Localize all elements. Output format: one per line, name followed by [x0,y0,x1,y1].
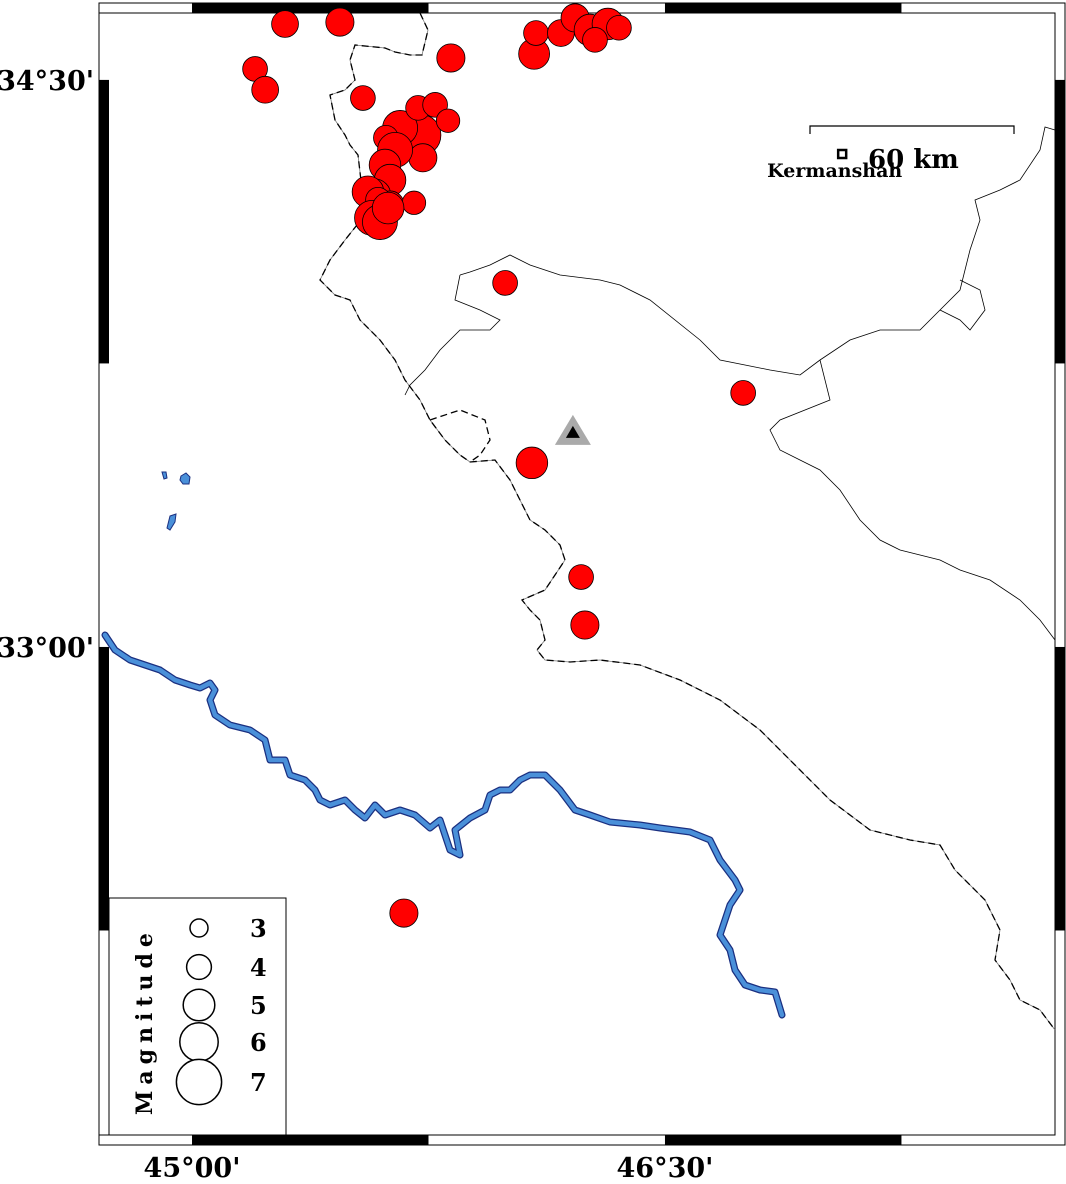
lakes [161,471,191,531]
earthquake-event [389,898,419,928]
frame-tick [1055,646,1065,931]
earthquake-event [523,20,549,46]
lon-tick-label: 45°00' [144,1153,241,1184]
city-label: Kermanshah [767,160,902,182]
lat-tick-label: 33°00' [0,633,94,664]
legend-circle [179,1022,219,1062]
frame-tick [99,646,109,931]
earthquake-event [350,85,376,111]
earthquake-event [271,10,299,38]
frame-tick [664,3,902,13]
lat-tick-label: 34°30' [0,66,94,97]
lake [179,472,191,485]
earthquake-event [371,191,405,225]
lon-tick-label: 46°30' [617,1153,714,1184]
lake [161,471,168,480]
legend-title: Magnitude [132,927,158,1115]
earthquake-event [408,143,438,173]
frame-tick [664,1135,902,1145]
earthquake-event [251,75,279,104]
tick-labels: 45°00' 46°30' 34°30' 33°00' [0,66,713,1184]
earthquake-event [435,108,461,133]
station-marker [554,414,591,445]
lake [166,513,177,531]
legend-label: 3 [250,914,267,943]
earthquake-event [606,14,632,41]
triangle-icon [565,425,580,438]
frame-tick [192,1135,429,1145]
earthquake-event [568,564,594,590]
earthquake-event [325,7,355,37]
legend-label: 6 [250,1028,267,1057]
legend: Magnitude 3 4 5 6 7 [108,897,287,1136]
city-kermanshah: Kermanshah [767,148,902,182]
legend-label: 5 [250,991,267,1020]
scale-bar-line [809,125,1015,134]
legend-circle [189,918,209,938]
international-border [319,12,1056,1031]
earthquake-event [570,610,600,640]
legend-circle [175,1058,223,1106]
earthquake-event [492,270,518,296]
earthquake-events [242,3,756,928]
earthquake-event [730,380,756,406]
legend-circle [182,988,216,1022]
scale-bar: 60 km [809,125,1015,175]
legend-label: 7 [250,1068,267,1097]
earthquake-event [582,27,608,53]
earthquake-event [436,43,466,73]
city-square-icon [836,148,848,160]
frame-tick [99,79,109,364]
frame-tick [192,3,429,13]
scale-bar-label: 60 km [868,145,959,175]
province-borders [404,126,1056,641]
earthquake-event [401,190,427,215]
river [101,631,786,1019]
legend-circle [185,953,213,981]
legend-label: 4 [250,953,267,982]
earthquake-event [515,446,549,480]
frame-tick [1055,79,1065,364]
